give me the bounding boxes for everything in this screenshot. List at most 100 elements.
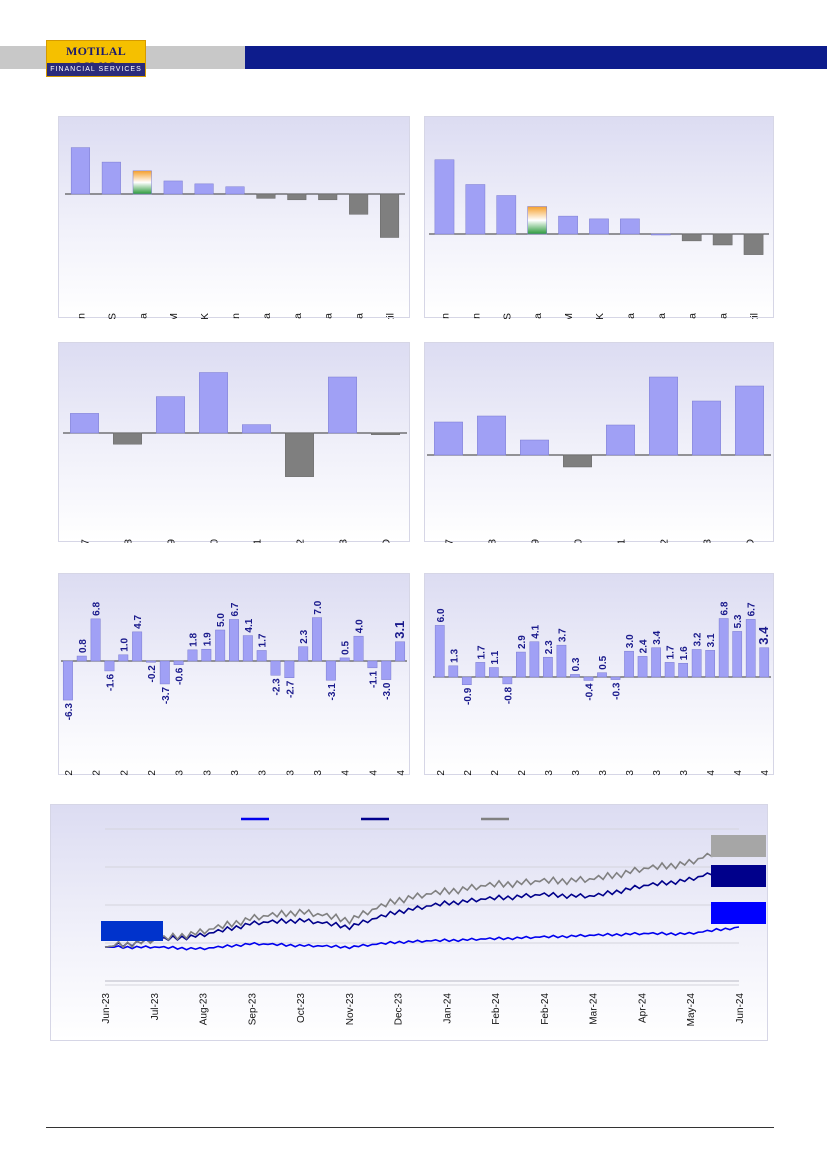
bar-month-3 bbox=[475, 662, 486, 678]
chart-calendar-year-1: CY17 CY18 CY19 CY20 CY21 CY22 CY23 CY24YTD bbox=[58, 342, 410, 543]
bar-month-14 bbox=[256, 650, 267, 662]
data-label-2: -0.9 bbox=[463, 687, 474, 705]
bar-brazil bbox=[380, 193, 400, 238]
tick-label-june-22-0: June-22 bbox=[64, 770, 75, 776]
bar-month-18 bbox=[312, 617, 322, 662]
bar-month-0 bbox=[62, 660, 73, 701]
data-label-14: 3.0 bbox=[625, 634, 636, 648]
footer-divider bbox=[46, 1127, 774, 1128]
data-label-7: 4.1 bbox=[530, 624, 541, 638]
data-label-11: -0.4 bbox=[584, 683, 595, 701]
tick-label-msci-em: MSCI EM bbox=[563, 313, 575, 319]
bar-month-9 bbox=[187, 649, 198, 662]
tick-label-apr-23-5: Apr-23 bbox=[571, 770, 582, 776]
data-label-15: 2.4 bbox=[639, 639, 650, 653]
chart-monthly-2: 6.0 1.3 -0.9 1.7 1.1 -0.8 2.9 4.1 2.3 3.7 0.3 -0.4 0… bbox=[424, 573, 774, 776]
start-value-box bbox=[101, 921, 163, 941]
bar-us bbox=[101, 161, 121, 195]
tick-label-cy22: CY22 bbox=[659, 539, 671, 543]
bar-cy22 bbox=[285, 432, 314, 477]
bar-cy17 bbox=[434, 421, 463, 456]
tick-label-japan: Japan bbox=[230, 313, 242, 319]
data-label-21: 4.0 bbox=[355, 619, 366, 633]
bar-month-17 bbox=[298, 646, 309, 662]
bar-month-23 bbox=[745, 619, 756, 678]
tick-label-oct-22-2: Oct-22 bbox=[490, 770, 501, 776]
bar-month-22 bbox=[367, 660, 378, 669]
bar-cy21 bbox=[242, 424, 271, 434]
bar-month-21 bbox=[718, 618, 729, 678]
data-label-13: -0.3 bbox=[612, 682, 623, 700]
bar-korea bbox=[256, 193, 276, 199]
tick-label-apr-24-11: Apr-24 bbox=[733, 770, 744, 776]
bar-month-24 bbox=[395, 641, 406, 662]
chart-monthly-1: -6.3 0.8 6.8 -1.6 1.0 4.7 -0.2 -3.7 -0.6 1.8 1.9 5.… bbox=[58, 573, 410, 776]
tick-label-cy17: CY17 bbox=[80, 539, 92, 543]
bar-korea bbox=[620, 218, 640, 235]
bar-cy19 bbox=[156, 396, 185, 434]
bar-us bbox=[496, 195, 517, 235]
tick-label-cy21: CY21 bbox=[616, 539, 628, 543]
bar-indonesia bbox=[349, 193, 369, 215]
bar-month-5 bbox=[132, 631, 143, 662]
tick-label-taiwan: Taiwan bbox=[439, 313, 451, 319]
data-label-6: 2.9 bbox=[517, 635, 528, 649]
bar-month-8 bbox=[543, 656, 553, 678]
tick-label-feb-24-9: Feb-24 bbox=[540, 993, 551, 1025]
tick-label-feb-24-10: Feb-24 bbox=[706, 770, 717, 776]
data-label-19: 3.2 bbox=[693, 632, 704, 646]
bar-month-1 bbox=[76, 655, 87, 662]
tick-label-dec-22-3: Dec-22 bbox=[517, 770, 528, 776]
bar-cy22 bbox=[649, 376, 678, 456]
data-label-3: 1.7 bbox=[476, 645, 487, 659]
tick-label-june-23-6: June-23 bbox=[598, 770, 609, 776]
tick-label-dec-22-3: Dec-22 bbox=[147, 770, 158, 776]
bar-cy23 bbox=[692, 400, 721, 456]
tick-label-taiwan: Taiwan bbox=[75, 313, 87, 319]
bar-month-13 bbox=[242, 635, 253, 662]
data-label-9: 1.8 bbox=[188, 633, 199, 647]
data-label-22: -1.1 bbox=[368, 670, 379, 688]
bar-msci-em bbox=[163, 180, 183, 195]
tick-label-russia: Russia bbox=[292, 313, 304, 319]
bar-month-9 bbox=[556, 644, 567, 678]
tick-label-indonesia: Indonesia bbox=[354, 313, 366, 319]
data-label-8: 2.3 bbox=[544, 640, 555, 654]
tick-label-korea: Korea bbox=[261, 313, 273, 319]
tick-label-jan-24-7: Jan-24 bbox=[442, 993, 453, 1024]
bar-cy17 bbox=[70, 413, 99, 434]
bar-month-16 bbox=[284, 660, 295, 678]
bar-month-22 bbox=[732, 631, 743, 678]
bar-month-3 bbox=[104, 660, 115, 672]
bar-month-16 bbox=[651, 647, 661, 678]
tick-label-cy23: CY23 bbox=[702, 539, 714, 543]
tick-label-msci-em: MSCI EM bbox=[168, 313, 180, 319]
data-label-24: 3.4 bbox=[756, 626, 771, 645]
tick-label-indonesia: Indonesia bbox=[687, 313, 699, 319]
data-label-15: -2.3 bbox=[272, 678, 283, 696]
header-bar-blue bbox=[245, 46, 827, 69]
data-label-6: -0.2 bbox=[147, 665, 158, 683]
bar-month-17 bbox=[664, 662, 675, 678]
tick-label-june-22-0: June-22 bbox=[436, 770, 447, 776]
bar-month-7 bbox=[529, 641, 540, 678]
data-label-18: 7.0 bbox=[313, 600, 324, 614]
data-label-16: -2.7 bbox=[285, 680, 296, 698]
tick-label-aug-22-1: Aug-22 bbox=[463, 770, 474, 776]
series-line-1 bbox=[104, 865, 740, 948]
bar-msci-em bbox=[558, 215, 578, 235]
series-line-0 bbox=[105, 926, 740, 951]
tick-label-nov-23-5: Nov-23 bbox=[345, 993, 356, 1026]
bar-month-21 bbox=[353, 635, 364, 662]
tick-label-cy20: CY20 bbox=[573, 539, 585, 543]
bar-month-13 bbox=[610, 676, 621, 680]
tick-label-uk: UK bbox=[594, 313, 606, 319]
data-label-2: 6.8 bbox=[92, 602, 103, 616]
data-label-0: -6.3 bbox=[64, 703, 75, 721]
bar-cy18 bbox=[477, 415, 506, 456]
bar-month-18 bbox=[678, 662, 688, 678]
data-label-8: -0.6 bbox=[175, 667, 186, 685]
data-label-4: 1.0 bbox=[119, 637, 130, 651]
bar-month-23 bbox=[381, 660, 392, 680]
data-label-18: 1.6 bbox=[679, 646, 690, 660]
